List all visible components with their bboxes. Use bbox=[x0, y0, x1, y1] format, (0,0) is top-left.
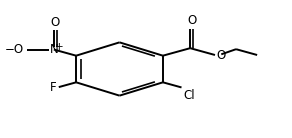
Text: O: O bbox=[51, 16, 60, 29]
Text: O: O bbox=[216, 49, 226, 62]
Text: N: N bbox=[49, 43, 58, 56]
Text: F: F bbox=[50, 81, 56, 94]
Text: −O: −O bbox=[5, 43, 24, 56]
Text: Cl: Cl bbox=[183, 89, 194, 102]
Text: O: O bbox=[187, 14, 196, 27]
Text: +: + bbox=[55, 42, 64, 51]
